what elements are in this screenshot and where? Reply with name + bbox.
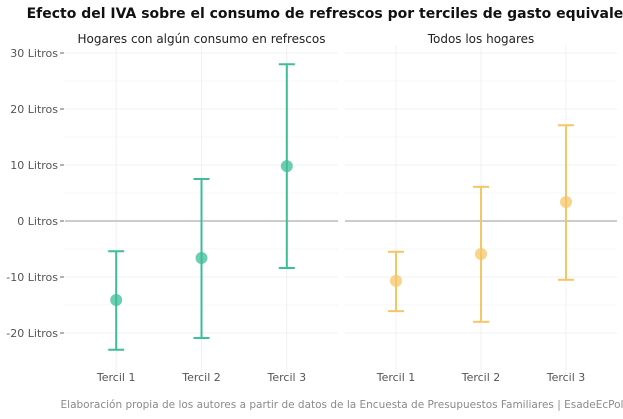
x-tick-label: Tercil 3 <box>546 371 586 384</box>
estimate-point <box>475 248 487 261</box>
x-tick-label: Tercil 1 <box>96 371 136 384</box>
y-tick-label: 20 Litros <box>10 103 58 116</box>
chart-caption: Elaboración propia de los autores a part… <box>61 399 623 411</box>
y-tick-label: -10 Litros <box>6 271 58 284</box>
y-tick-label: 10 Litros <box>10 159 58 172</box>
x-tick-label: Tercil 1 <box>376 371 416 384</box>
x-tick-label: Tercil 3 <box>267 371 307 384</box>
panel-title: Hogares con algún consumo en refrescos <box>78 32 326 46</box>
x-tick-label: Tercil 2 <box>461 371 501 384</box>
estimate-point <box>280 160 293 173</box>
y-tick-label: 0 Litros <box>17 215 58 228</box>
estimate-point <box>195 251 208 264</box>
estimate-point <box>110 293 123 306</box>
estimate-point <box>560 195 572 208</box>
y-tick-label: -20 Litros <box>6 327 58 340</box>
x-tick-label: Tercil 2 <box>181 371 221 384</box>
chart-title: Efecto del IVA sobre el consumo de refre… <box>27 6 623 22</box>
panel-title: Todos los hogares <box>427 32 535 46</box>
y-tick-label: 30 Litros <box>10 47 58 60</box>
estimate-point <box>390 274 402 287</box>
